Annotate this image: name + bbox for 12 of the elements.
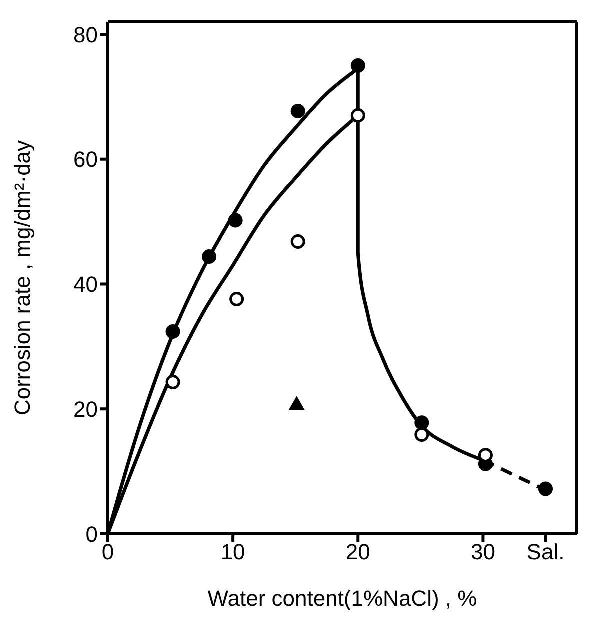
x-tick-label: 0 — [102, 540, 114, 565]
y-axis-title: Corrosion rate , mg/dm²·day — [10, 140, 35, 416]
y-tick-label: 40 — [74, 272, 98, 298]
x-tick-label: 10 — [220, 540, 246, 565]
x-tick-label: 30 — [470, 540, 496, 565]
y-tick-label: 80 — [74, 22, 98, 48]
y-tick-label: 20 — [74, 396, 98, 422]
y-tick-label: 60 — [74, 147, 98, 172]
x-tick-label: 20 — [346, 540, 370, 565]
x-axis-title: Water content(1%NaCl) , % — [208, 586, 478, 611]
y-tick-label: 0 — [86, 522, 98, 547]
x-tick-label: Sal. — [526, 540, 565, 565]
